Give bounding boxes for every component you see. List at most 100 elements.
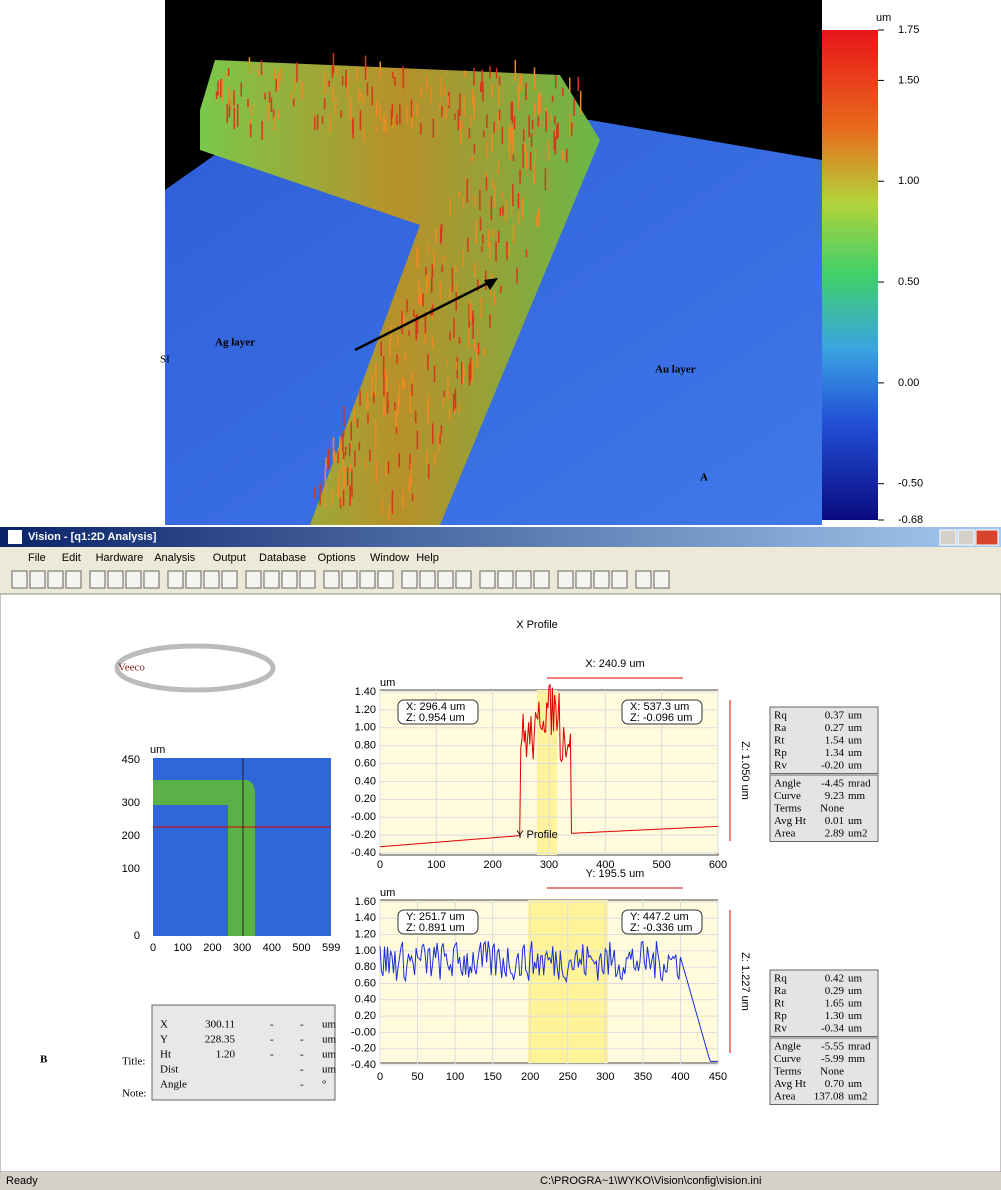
- toolbar-button[interactable]: [360, 571, 375, 588]
- menu-item[interactable]: Options: [318, 552, 356, 564]
- cursor-cell: um: [322, 1064, 337, 1076]
- map-x-tick-label: 100: [174, 942, 192, 954]
- toolbar-button[interactable]: [438, 571, 453, 588]
- menu-item[interactable]: Analysis: [154, 552, 195, 564]
- x-tick-label: 300: [596, 1071, 614, 1083]
- colorbar-tick-label: 0.50: [898, 276, 919, 288]
- map-y-tick-label: 0: [134, 930, 140, 942]
- map-y-tick-label: 300: [122, 797, 140, 809]
- menu-item[interactable]: File: [28, 552, 46, 564]
- toolbar-button[interactable]: [534, 571, 549, 588]
- toolbar-button[interactable]: [576, 571, 591, 588]
- screenshot: SIAg layerAu layerAum1.751.501.000.500.0…: [0, 0, 1001, 1190]
- stats-cell: um2: [848, 1091, 868, 1103]
- toolbar-button[interactable]: [402, 571, 417, 588]
- y-tick-label: 1.60: [355, 896, 376, 908]
- toolbar-button[interactable]: [342, 571, 357, 588]
- toolbar-button[interactable]: [126, 571, 141, 588]
- cursor-cell: um: [322, 1049, 337, 1061]
- menu-item[interactable]: Database: [259, 552, 306, 564]
- cursor-cell: um: [322, 1034, 337, 1046]
- toolbar-button[interactable]: [66, 571, 81, 588]
- stats-cell: Angle: [774, 1041, 801, 1053]
- y-tick-label: -0.40: [351, 847, 376, 859]
- toolbar-button[interactable]: [324, 571, 339, 588]
- map-x-tick-label: 0: [150, 942, 156, 954]
- stats-cell: mrad: [848, 778, 871, 790]
- toolbar-button[interactable]: [654, 571, 669, 588]
- toolbar-button[interactable]: [594, 571, 609, 588]
- toolbar-button[interactable]: [498, 571, 513, 588]
- toolbar-button[interactable]: [558, 571, 573, 588]
- menu-item[interactable]: Window: [370, 552, 409, 564]
- x-tick-label: 250: [559, 1071, 577, 1083]
- maximize-button[interactable]: [958, 530, 974, 545]
- profile-unit: um: [380, 887, 395, 899]
- stats-cell: 1.34: [825, 747, 845, 759]
- stats-cell: 0.37: [825, 710, 845, 722]
- menu-item[interactable]: Help: [416, 552, 439, 564]
- toolbar-button[interactable]: [282, 571, 297, 588]
- toolbar-button[interactable]: [480, 571, 495, 588]
- stats-cell: -0.20: [821, 760, 844, 772]
- toolbar-button[interactable]: [300, 571, 315, 588]
- stats-cell: um: [848, 735, 863, 747]
- window-title: Vision - [q1:2D Analysis]: [28, 531, 157, 543]
- stats-cell: 0.29: [825, 985, 845, 997]
- cursor-cell: 228.35: [205, 1034, 236, 1046]
- toolbar-button[interactable]: [144, 571, 159, 588]
- stats-cell: 0.01: [825, 815, 844, 827]
- toolbar-button[interactable]: [222, 571, 237, 588]
- stats-cell: Rv: [774, 1023, 787, 1035]
- stats-cell: um2: [848, 828, 868, 840]
- status-bar: [0, 1172, 1001, 1190]
- x-tick-label: 400: [671, 1071, 689, 1083]
- profile-span: Y: 195.5 um: [586, 868, 645, 880]
- toolbar-button[interactable]: [204, 571, 219, 588]
- x-tick-label: 450: [709, 1071, 727, 1083]
- menu-item[interactable]: Edit: [62, 552, 81, 564]
- toolbar-button[interactable]: [612, 571, 627, 588]
- x-tick-label: 600: [709, 859, 727, 871]
- stats-cell: um: [848, 973, 863, 985]
- toolbar-button[interactable]: [264, 571, 279, 588]
- cursor-cell: Y: [160, 1034, 168, 1046]
- si-label: SI: [160, 354, 170, 366]
- stats-cell: um: [848, 1078, 863, 1090]
- toolbar-button[interactable]: [30, 571, 45, 588]
- map-y-tick-label: 450: [122, 754, 140, 766]
- stats-cell: -5.55: [821, 1041, 844, 1053]
- colorbar: [822, 30, 878, 520]
- menu-item[interactable]: Hardware: [96, 552, 144, 564]
- stats-cell: Rt: [774, 735, 784, 747]
- map-x-tick-label: 300: [233, 942, 251, 954]
- toolbar-button[interactable]: [516, 571, 531, 588]
- toolbar-button[interactable]: [246, 571, 261, 588]
- cursor-cell: Angle: [160, 1079, 187, 1091]
- x-tick-label: 0: [377, 1071, 383, 1083]
- callout-text: Z: 0.891 um: [406, 922, 465, 934]
- toolbar-button[interactable]: [378, 571, 393, 588]
- profile-span: X: 240.9 um: [585, 658, 644, 670]
- map-x-tick-label: 599: [322, 942, 340, 954]
- toolbar-button[interactable]: [420, 571, 435, 588]
- toolbar-button[interactable]: [12, 571, 27, 588]
- toolbar-button[interactable]: [456, 571, 471, 588]
- panel-a: [165, 0, 878, 525]
- toolbar-button[interactable]: [108, 571, 123, 588]
- toolbar-button[interactable]: [636, 571, 651, 588]
- toolbar-button[interactable]: [90, 571, 105, 588]
- toolbar-button[interactable]: [48, 571, 63, 588]
- stats-cell: Curve: [774, 790, 801, 802]
- panel-b-label: B: [40, 1054, 48, 1066]
- close-button[interactable]: [976, 530, 998, 545]
- colorbar-tick-label: -0.68: [898, 514, 923, 526]
- menu-item[interactable]: Output: [213, 552, 246, 564]
- stats-cell: um: [848, 1023, 863, 1035]
- title-field-label: Title:: [122, 1056, 145, 1068]
- toolbar-button[interactable]: [186, 571, 201, 588]
- x-tick-label: 300: [540, 859, 558, 871]
- stats-cell: um: [848, 998, 863, 1010]
- toolbar-button[interactable]: [168, 571, 183, 588]
- minimize-button[interactable]: [940, 530, 956, 545]
